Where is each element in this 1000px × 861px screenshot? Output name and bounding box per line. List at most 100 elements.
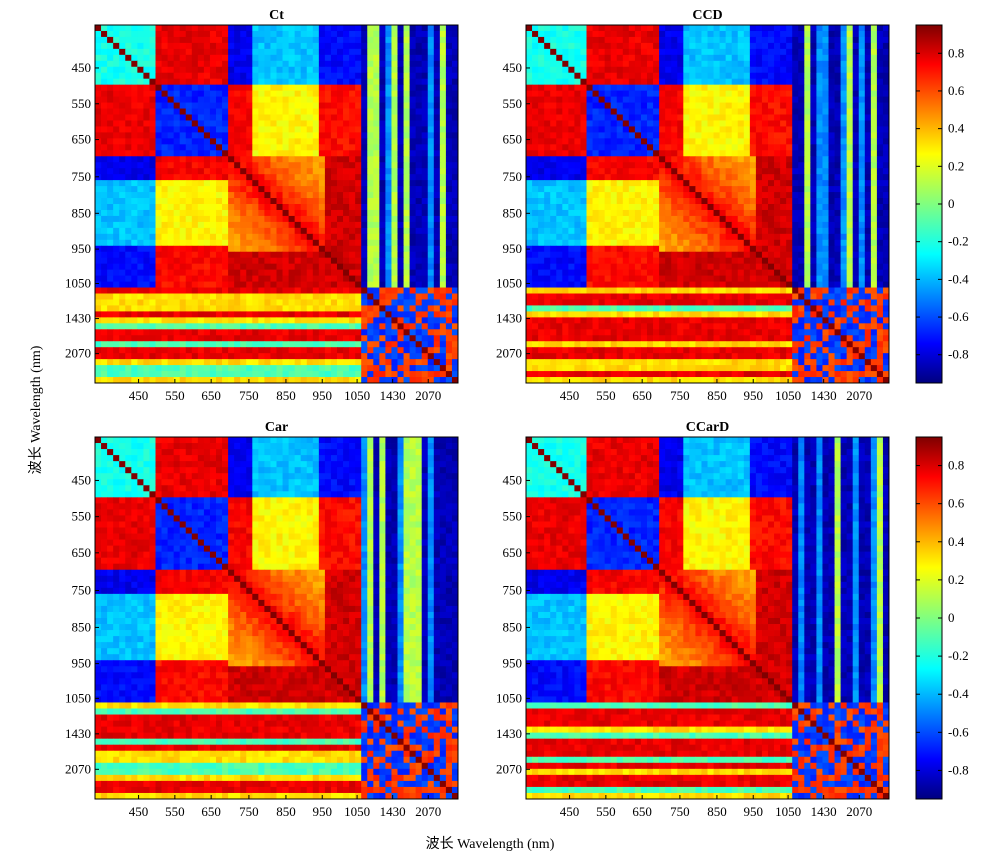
heatmap-cell (574, 120, 581, 127)
heatmap-cell (312, 114, 320, 121)
heatmap-cell (312, 180, 320, 187)
heatmap-cell (373, 132, 380, 139)
heatmap-cell (616, 96, 624, 103)
heatmap-cell (707, 25, 714, 32)
heatmap-cell (252, 204, 259, 211)
heatmap-cell (580, 156, 587, 163)
heatmap-cell (361, 120, 368, 127)
heatmap-cell (858, 36, 866, 44)
heatmap-cell (228, 78, 235, 86)
heatmap-cell (282, 293, 289, 300)
heatmap-cell (870, 90, 878, 97)
heatmap-cell (125, 30, 132, 38)
heatmap-cell (586, 138, 593, 145)
heatmap-cell (439, 36, 447, 44)
heatmap-cell (361, 287, 368, 294)
heatmap-cell (149, 144, 156, 151)
heatmap-cell (101, 371, 108, 378)
heatmap-cell (385, 281, 392, 288)
heatmap-cell (264, 245, 271, 253)
heatmap-cell (743, 90, 751, 97)
y-tick-label: 850 (72, 205, 92, 220)
heatmap-cell (391, 323, 398, 330)
heatmap-cell (125, 198, 132, 205)
heatmap-cell (101, 341, 108, 348)
heatmap-cell (107, 66, 114, 74)
heatmap-cell (179, 281, 187, 288)
heatmap-cell (343, 72, 350, 80)
heatmap-cell (798, 114, 805, 121)
heatmap-cell (433, 186, 441, 193)
heatmap-cell (240, 108, 247, 115)
heatmap-cell (209, 371, 217, 378)
heatmap-cell (330, 168, 338, 175)
heatmap-cell (379, 204, 386, 211)
heatmap-cell (379, 377, 386, 384)
heatmap-cell (373, 114, 380, 121)
heatmap-cell (361, 293, 368, 300)
heatmap-cell (379, 174, 386, 181)
heatmap-cell (719, 144, 727, 151)
heatmap-cell (421, 102, 429, 109)
heatmap-cell (749, 25, 757, 32)
heatmap-cell (427, 168, 435, 175)
heatmap-cell (143, 359, 150, 366)
heatmap-cell (415, 132, 423, 139)
heatmap-cell (234, 239, 241, 247)
heatmap-cell (264, 90, 271, 97)
heatmap-cell (427, 251, 435, 259)
heatmap-cell (155, 293, 162, 300)
heatmap-cell (367, 66, 374, 74)
heatmap-cell (397, 48, 404, 56)
heatmap-cell (373, 174, 380, 181)
heatmap-cell (628, 102, 636, 109)
heatmap-cell (526, 60, 533, 68)
heatmap-cell (288, 329, 296, 336)
heatmap-cell (409, 192, 417, 199)
heatmap-cell (653, 84, 660, 92)
heatmap-cell (185, 233, 193, 241)
heatmap-cell (203, 144, 211, 151)
heatmap-cell (222, 257, 229, 265)
heatmap-cell (343, 138, 350, 145)
heatmap-cell (568, 48, 575, 56)
heatmap-cell (713, 114, 720, 121)
heatmap-cell (743, 108, 751, 115)
heatmap-cell (361, 84, 368, 92)
heatmap-cell (743, 102, 751, 109)
heatmap-cell (349, 287, 356, 294)
heatmap-cell (737, 54, 745, 62)
heatmap-cell (288, 311, 296, 318)
heatmap-cell (828, 120, 835, 127)
heatmap-cell (337, 329, 344, 336)
heatmap-cell (725, 126, 733, 133)
heatmap-cell (167, 317, 175, 324)
heatmap-cell (640, 42, 648, 50)
heatmap-cell (203, 209, 211, 217)
heatmap-cell (349, 329, 356, 336)
heatmap-cell (203, 329, 211, 336)
heatmap-cell (798, 138, 805, 145)
heatmap-cell (137, 323, 144, 330)
heatmap-cell (610, 120, 618, 127)
heatmap-cell (234, 371, 241, 378)
heatmap-cell (113, 287, 120, 294)
heatmap-cell (191, 138, 199, 145)
heatmap-cell (306, 114, 314, 121)
heatmap-cell (179, 305, 187, 312)
heatmap-cell (421, 84, 429, 92)
heatmap-cell (270, 78, 277, 86)
heatmap-cell (270, 275, 277, 282)
heatmap-cell (876, 144, 884, 151)
heatmap-cell (755, 126, 763, 133)
heatmap-cell (337, 233, 344, 241)
heatmap-cell (137, 162, 144, 169)
heatmap-cell (725, 78, 733, 86)
heatmap-cell (439, 275, 447, 282)
heatmap-cell (306, 335, 314, 342)
heatmap-cell (149, 365, 156, 372)
heatmap-cell (179, 341, 187, 348)
heatmap-cell (592, 114, 599, 121)
heatmap-cell (252, 341, 259, 348)
heatmap-cell (312, 233, 320, 241)
